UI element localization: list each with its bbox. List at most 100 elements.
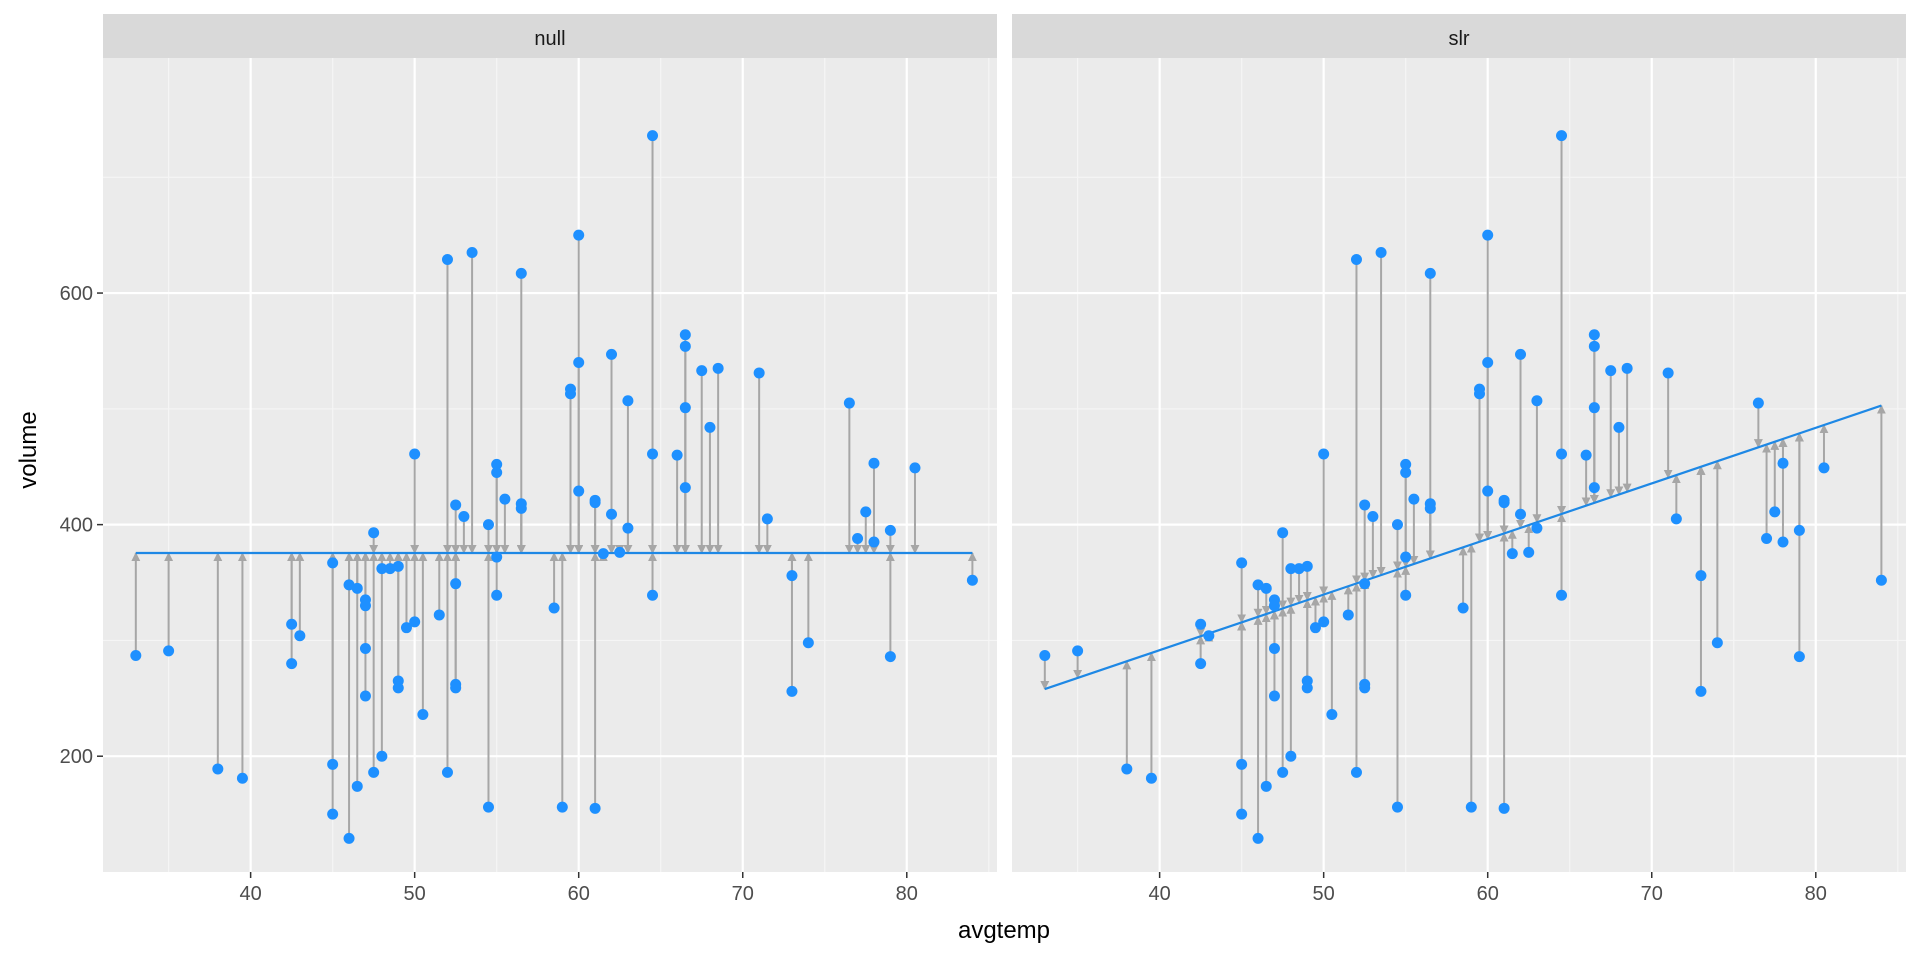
data-point xyxy=(909,462,921,474)
data-point xyxy=(1777,457,1789,469)
data-point xyxy=(1268,690,1280,702)
data-point xyxy=(1711,637,1723,649)
data-point xyxy=(860,506,872,518)
facet-strip xyxy=(1012,14,1906,58)
data-point xyxy=(1391,801,1403,813)
data-point xyxy=(1359,499,1371,511)
data-point xyxy=(884,524,896,536)
data-point xyxy=(1121,763,1133,775)
data-point xyxy=(1695,570,1707,582)
data-point xyxy=(1818,462,1830,474)
data-point xyxy=(351,780,363,792)
data-point xyxy=(802,637,814,649)
data-point xyxy=(1039,649,1051,661)
data-point xyxy=(392,560,404,572)
data-point xyxy=(1195,658,1207,670)
data-point xyxy=(786,570,798,582)
data-point xyxy=(606,348,618,360)
data-point xyxy=(343,832,355,844)
data-point xyxy=(671,449,683,461)
data-point xyxy=(1424,267,1436,279)
data-point xyxy=(1498,497,1510,509)
data-point xyxy=(458,511,470,523)
panel-background xyxy=(1012,58,1906,872)
data-point xyxy=(491,551,503,563)
data-point xyxy=(1318,448,1330,460)
data-point xyxy=(359,690,371,702)
data-point xyxy=(236,772,248,784)
data-point xyxy=(1482,229,1494,241)
data-point xyxy=(1236,557,1248,569)
data-point xyxy=(1588,482,1600,494)
y-tick-label: 400 xyxy=(60,515,93,537)
data-point xyxy=(1457,602,1469,614)
facet-strip xyxy=(103,14,997,58)
data-point xyxy=(1670,513,1682,525)
facet-panel-null: null 40 50 60 70 80 200 400 600 xyxy=(60,14,997,905)
x-tick-label: 40 xyxy=(1149,883,1171,905)
data-point xyxy=(1236,808,1248,820)
data-point xyxy=(400,622,412,634)
data-point xyxy=(1400,589,1412,601)
data-point xyxy=(1556,448,1568,460)
x-tick-label: 80 xyxy=(896,883,918,905)
data-point xyxy=(647,448,659,460)
data-point xyxy=(1072,645,1084,657)
data-point xyxy=(1285,563,1297,575)
data-point xyxy=(491,458,503,470)
data-point xyxy=(515,267,527,279)
data-point xyxy=(1515,508,1527,520)
data-point xyxy=(1375,247,1387,259)
data-point xyxy=(1400,551,1412,563)
data-point xyxy=(1777,536,1789,548)
data-point xyxy=(1350,766,1362,778)
data-point xyxy=(450,682,462,694)
data-point xyxy=(491,589,503,601)
data-point xyxy=(597,548,609,560)
data-point xyxy=(868,457,880,469)
data-point xyxy=(1195,618,1207,630)
data-point xyxy=(1621,362,1633,374)
data-point xyxy=(368,527,380,539)
data-point xyxy=(327,557,339,569)
data-point xyxy=(548,602,560,614)
data-point xyxy=(482,519,494,531)
data-point xyxy=(1277,527,1289,539)
data-point xyxy=(212,763,224,775)
data-point xyxy=(450,499,462,511)
data-point xyxy=(884,651,896,663)
data-point xyxy=(392,682,404,694)
data-point xyxy=(466,247,478,259)
data-point xyxy=(1793,651,1805,663)
data-point xyxy=(499,493,511,505)
panel-background xyxy=(103,58,997,872)
data-point xyxy=(1260,780,1272,792)
fitted-line xyxy=(1044,404,1882,691)
x-tick-label: 40 xyxy=(240,883,262,905)
y-tick-label: 200 xyxy=(60,746,93,768)
data-point xyxy=(1424,502,1436,514)
data-point xyxy=(286,618,298,630)
x-tick-label: 70 xyxy=(1641,883,1663,905)
data-point xyxy=(1309,622,1321,634)
data-point xyxy=(1482,485,1494,497)
data-point xyxy=(573,485,585,497)
data-point xyxy=(491,467,503,479)
data-point xyxy=(1285,750,1297,762)
data-point xyxy=(1342,609,1354,621)
data-point xyxy=(1580,449,1592,461)
data-point xyxy=(1769,506,1781,518)
data-point xyxy=(1391,519,1403,531)
data-point xyxy=(786,685,798,697)
data-point xyxy=(1252,832,1264,844)
data-point xyxy=(376,563,388,575)
facet-panel-slr: slr 40 50 60 70 80 xyxy=(1012,14,1906,905)
data-point xyxy=(515,502,527,514)
data-point xyxy=(589,497,601,509)
data-point xyxy=(1523,546,1535,558)
data-point xyxy=(1145,772,1157,784)
data-point xyxy=(1350,253,1362,265)
data-point xyxy=(1761,533,1773,545)
x-tick-label: 70 xyxy=(732,883,754,905)
